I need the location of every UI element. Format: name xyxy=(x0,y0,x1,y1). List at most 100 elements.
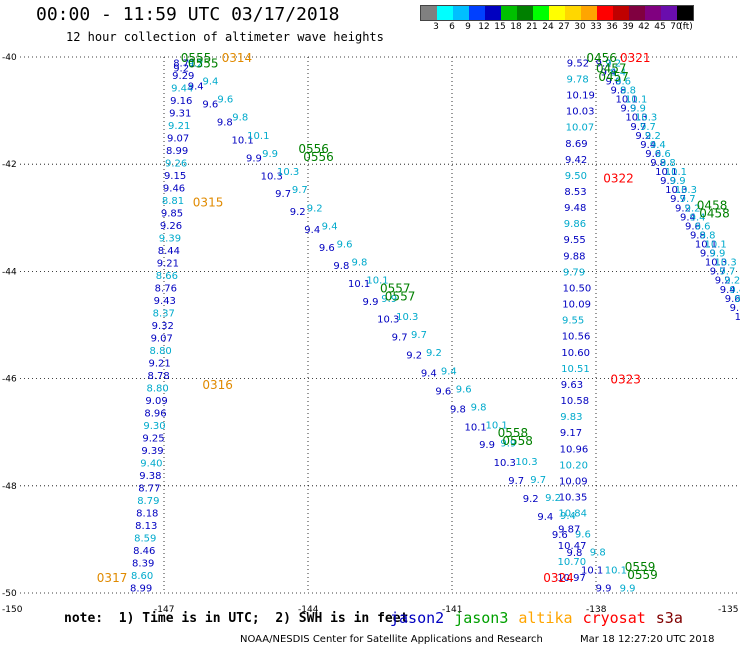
swh-value-label: 10.3 xyxy=(714,258,736,269)
swh-value-label: 8.99 xyxy=(130,584,152,595)
swh-value-label: 9.8 xyxy=(660,158,676,169)
time-label: 0557 xyxy=(380,281,411,295)
swh-value-label: 9.39 xyxy=(159,233,181,244)
swh-value-label: 10.51 xyxy=(561,364,590,375)
swh-value-label: 9.9 xyxy=(700,249,716,260)
swh-value-label: 9.87 xyxy=(558,525,580,536)
swh-value-label: 9.4 xyxy=(680,212,696,223)
swh-value-label: 10.3 xyxy=(277,167,299,178)
swh-value-label: 10.1 xyxy=(665,167,687,178)
swh-value-label: 9.7 xyxy=(411,330,427,341)
swh-value-label: 9.2 xyxy=(545,493,561,504)
swh-value-label: 9.86 xyxy=(564,219,586,230)
legend-tick-label: 70 xyxy=(670,22,682,32)
time-label: 0323 xyxy=(610,373,641,387)
legend-swatch xyxy=(501,6,517,20)
swh-value-label: 9.6 xyxy=(456,384,472,395)
swh-value-label: 9.8 xyxy=(590,547,606,558)
time-label: 0317 xyxy=(97,571,128,585)
swh-value-label: 10.56 xyxy=(562,332,591,343)
swh-value-label: 9.25 xyxy=(142,434,164,445)
legend-swatch xyxy=(645,6,661,20)
legend-tick-label: 18 xyxy=(510,22,522,32)
swh-value-label: 9.8 xyxy=(217,118,233,129)
swh-value-label: 9.7 xyxy=(719,267,735,278)
swh-value-label: 9.6 xyxy=(685,221,701,232)
swh-value-label: 9.43 xyxy=(154,296,176,307)
swh-value-label: 9.7 xyxy=(680,194,696,205)
timestamp-text: Mar 18 12:27:20 UTC 2018 xyxy=(580,634,715,645)
swh-value-label: 10.1 xyxy=(581,566,603,577)
mission-legend-entry: altika xyxy=(518,609,573,627)
swh-value-label: 10.84 xyxy=(558,509,587,520)
swh-value-label: 9.39 xyxy=(141,446,163,457)
swh-value-label: 9.6 xyxy=(606,76,622,87)
swh-value-label: 9.7 xyxy=(275,189,291,200)
swh-value-label: 9.2 xyxy=(173,64,189,75)
swh-value-label: 9.26 xyxy=(160,221,182,232)
swh-value-label: 9.21 xyxy=(157,258,179,269)
swh-value-label: 10.03 xyxy=(566,107,595,118)
legend-tick-label: 33 xyxy=(590,22,602,32)
swh-value-label: 9.4 xyxy=(537,512,553,523)
swh-value-label: 8.13 xyxy=(135,521,157,532)
swh-value-label: 9.9 xyxy=(246,153,262,164)
swh-value-label: 9.8 xyxy=(351,258,367,269)
swh-value-label: 8.39 xyxy=(132,559,154,570)
swh-value-label: 10.60 xyxy=(561,348,590,359)
swh-value-label: 9.6 xyxy=(435,386,451,397)
swh-value-label: 8.18 xyxy=(136,509,158,520)
swh-value-label: 9.6 xyxy=(655,149,671,160)
swh-value-label: 8.78 xyxy=(147,371,169,382)
swh-value-label: 9.2 xyxy=(290,207,306,218)
swh-value-label: 10.07 xyxy=(566,123,595,134)
legend-tick-label: (ft) xyxy=(679,22,693,32)
swh-value-label: 10.1 xyxy=(615,95,637,106)
color-legend-bar xyxy=(420,5,694,21)
time-label: 0458 xyxy=(697,198,728,212)
swh-value-label: 9.4 xyxy=(729,285,740,296)
swh-value-label: 10.3 xyxy=(665,185,687,196)
swh-value-label: 9.2 xyxy=(307,203,323,214)
swh-value-label: 8.77 xyxy=(138,484,160,495)
swh-value-label: 9.4 xyxy=(421,369,437,380)
swh-value-label: 9.8 xyxy=(700,230,716,241)
swh-value-label: 9.4 xyxy=(610,67,626,78)
swh-value-label: 10.3 xyxy=(705,258,727,269)
swh-value-label: 9.50 xyxy=(565,171,587,182)
note-text: note: 1) Time is in UTC; 2) SWH is in fe… xyxy=(64,611,409,626)
swh-value-label: 9.2 xyxy=(523,494,539,505)
legend-swatch xyxy=(581,6,597,20)
swh-value-label: 9.6 xyxy=(615,76,631,87)
swh-value-label: 10.1 xyxy=(735,312,740,323)
mission-legend: jason2 jason3 altika cryosat s3a xyxy=(390,609,693,627)
legend-tick-label: 30 xyxy=(574,22,586,32)
swh-value-label: 9.7 xyxy=(630,122,646,133)
swh-value-label: 9.30 xyxy=(143,421,165,432)
swh-value-label: 9.38 xyxy=(139,471,161,482)
swh-value-label: 9.32 xyxy=(152,321,174,332)
swh-value-label: 8.44 xyxy=(158,246,180,257)
swh-value-label: 9.9 xyxy=(709,249,725,260)
swh-value-label: 9.8 xyxy=(232,113,248,124)
time-label: 0555 xyxy=(188,56,219,70)
swh-value-label: 9.7 xyxy=(640,122,656,133)
swh-value-label: 9.4 xyxy=(560,511,576,522)
swh-value-label: 9.44 xyxy=(171,83,193,94)
swh-value-label: 9.2 xyxy=(635,131,651,142)
swh-value-label: 9.4 xyxy=(304,225,320,236)
y-axis-tick-label: -44 xyxy=(2,267,17,277)
swh-value-label: 9.4 xyxy=(720,285,736,296)
legend-swatch xyxy=(565,6,581,20)
legend-tick-label: 45 xyxy=(654,22,666,32)
swh-value-label: 10.1 xyxy=(247,131,269,142)
legend-swatch xyxy=(517,6,533,20)
swh-value-label: 10.1 xyxy=(348,279,370,290)
time-label: 0315 xyxy=(193,196,224,210)
swh-value-label: 9.9 xyxy=(262,149,278,160)
swh-value-label: 10.97 xyxy=(557,573,586,584)
swh-value-label: 9.2 xyxy=(605,58,621,69)
swh-value-label: 9.4 xyxy=(650,140,666,151)
time-label: 0559 xyxy=(627,568,658,582)
